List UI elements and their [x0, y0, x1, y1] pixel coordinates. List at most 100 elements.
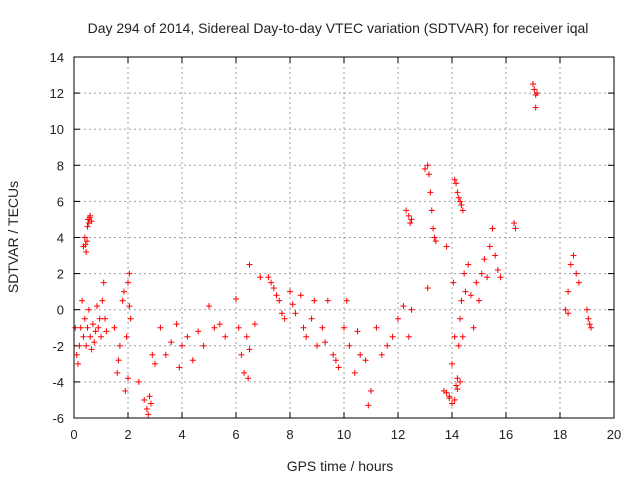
data-point	[98, 333, 104, 340]
y-tick-label: 2	[57, 267, 64, 282]
data-point	[532, 104, 539, 111]
y-tick-label: 8	[57, 158, 64, 173]
data-point	[332, 357, 339, 364]
grid-lines	[74, 57, 614, 418]
data-point	[119, 297, 126, 304]
data-point	[453, 382, 460, 389]
data-point	[400, 303, 407, 310]
y-tick-labels: -6 -4 -2 0 2 4 6 8 10 12 14	[50, 50, 64, 426]
data-point	[573, 270, 580, 277]
data-point	[246, 261, 253, 268]
chart-title: Day 294 of 2014, Sidereal Day-to-day VTE…	[88, 20, 589, 36]
data-point	[455, 342, 462, 349]
data-point	[92, 328, 99, 335]
data-point	[96, 315, 103, 322]
data-point	[168, 339, 175, 346]
data-point	[83, 342, 90, 349]
data-point	[246, 346, 253, 353]
data-point	[467, 292, 474, 299]
data-point	[457, 315, 464, 322]
data-point	[395, 315, 401, 322]
data-point	[135, 378, 142, 385]
data-point	[125, 375, 131, 382]
data-point	[584, 306, 590, 313]
data-point	[82, 241, 89, 248]
data-point	[91, 339, 98, 346]
data-point	[270, 285, 277, 292]
data-point	[86, 214, 93, 221]
data-point	[450, 279, 457, 286]
data-point	[575, 279, 582, 286]
x-tick-labels: 0 2 4 6 8 10 12 14 16 18 20	[70, 427, 621, 442]
data-point	[216, 321, 223, 328]
data-point	[81, 234, 88, 241]
x-tick-label: 18	[553, 427, 567, 442]
x-tick-label: 16	[499, 427, 513, 442]
data-point	[405, 212, 412, 219]
data-point	[562, 306, 569, 313]
data-point	[403, 207, 410, 214]
data-point	[470, 324, 477, 331]
data-point	[88, 346, 95, 353]
data-points	[72, 81, 595, 418]
data-point	[422, 165, 428, 172]
data-point	[238, 351, 245, 358]
data-point	[424, 285, 431, 292]
data-point	[146, 393, 153, 400]
data-point	[308, 315, 315, 322]
data-point	[265, 274, 272, 281]
data-point	[343, 297, 350, 304]
data-point	[454, 375, 461, 382]
data-point	[115, 357, 122, 364]
data-point	[458, 297, 465, 304]
data-point	[408, 306, 415, 313]
data-point	[454, 189, 461, 196]
data-point	[222, 333, 229, 340]
data-point	[534, 90, 541, 97]
data-point	[184, 333, 191, 340]
data-point	[481, 256, 488, 263]
data-point	[354, 328, 361, 335]
data-point	[586, 321, 593, 328]
data-point	[511, 220, 518, 227]
data-point	[311, 297, 318, 304]
data-point	[322, 339, 329, 346]
data-point	[478, 270, 485, 277]
x-tick-label: 0	[70, 427, 77, 442]
data-point	[120, 288, 127, 295]
data-point	[384, 342, 391, 349]
data-point	[407, 220, 414, 227]
data-point	[512, 225, 519, 232]
data-point	[303, 333, 310, 340]
data-point	[368, 387, 374, 394]
data-point	[449, 360, 455, 367]
data-point	[245, 375, 252, 382]
data-point	[362, 357, 369, 364]
data-point	[486, 243, 493, 250]
data-point	[145, 411, 152, 418]
x-tick-label: 4	[178, 427, 185, 442]
x-tick-label: 8	[286, 427, 293, 442]
data-point	[324, 297, 331, 304]
data-point	[428, 207, 435, 214]
data-point	[457, 198, 464, 205]
data-point	[233, 295, 239, 302]
x-axis-label: GPS time / hours	[287, 458, 394, 474]
data-point	[79, 297, 86, 304]
data-point	[567, 261, 574, 268]
y-tick-label: 14	[50, 50, 64, 65]
data-point	[123, 333, 130, 340]
data-point	[457, 378, 464, 385]
data-point	[458, 202, 465, 209]
data-point	[373, 324, 380, 331]
y-tick-label: 4	[57, 231, 64, 246]
data-point	[103, 328, 110, 335]
data-point	[314, 342, 320, 349]
data-point	[157, 324, 164, 331]
y-tick-label: 12	[50, 86, 64, 101]
data-point	[206, 303, 212, 310]
data-point	[127, 315, 134, 322]
data-point	[100, 279, 107, 286]
data-point	[99, 297, 106, 304]
data-point	[451, 396, 458, 403]
